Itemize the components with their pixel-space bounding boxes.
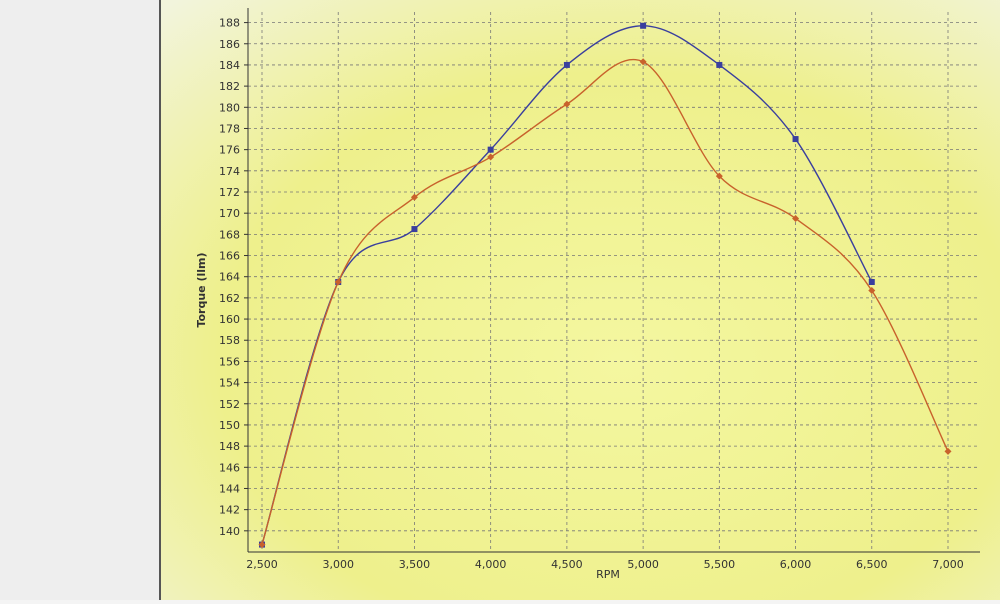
point	[410, 193, 418, 201]
x-tick-label: 2,500	[246, 558, 278, 571]
y-tick-label: 188	[219, 17, 240, 30]
y-tick-label: 186	[219, 38, 240, 51]
point	[639, 58, 647, 66]
y-tick-label: 176	[219, 144, 240, 157]
point	[563, 61, 570, 68]
screen-margin	[0, 0, 160, 600]
point	[640, 22, 647, 29]
y-tick-label: 154	[219, 377, 240, 390]
point	[868, 279, 875, 285]
y-tick-label: 166	[219, 250, 240, 263]
point	[715, 172, 723, 180]
point	[868, 286, 876, 294]
point	[258, 541, 266, 549]
y-tick-label: 144	[219, 482, 240, 495]
y-tick-label: 142	[219, 504, 240, 517]
x-tick-label: 7,000	[932, 558, 964, 571]
y-tick-label: 178	[219, 122, 240, 135]
y-axis-label: Torque (llm)	[195, 252, 208, 327]
y-tick-label: 156	[219, 355, 240, 368]
x-tick-label: 4,500	[551, 558, 583, 571]
point	[944, 447, 952, 455]
y-tick-label: 164	[219, 271, 240, 284]
y-tick-label: 148	[219, 440, 240, 453]
y-tick-label: 158	[219, 334, 240, 347]
x-tick-label: 3,000	[322, 558, 354, 571]
y-tick-label: 184	[219, 59, 240, 72]
x-tick-label: 5,000	[627, 558, 659, 571]
point	[334, 278, 342, 286]
y-tick-label: 180	[219, 101, 240, 114]
x-tick-label: 5,500	[704, 558, 736, 571]
chart-panel	[160, 0, 1000, 600]
y-tick-label: 168	[219, 228, 240, 241]
point	[487, 153, 495, 161]
x-tick-label: 6,000	[780, 558, 812, 571]
y-tick-label: 170	[219, 207, 240, 220]
point	[792, 214, 800, 222]
x-tick-label: 4,000	[475, 558, 507, 571]
point	[487, 146, 494, 153]
y-tick-label: 182	[219, 80, 240, 93]
x-tick-label: 3,500	[399, 558, 431, 571]
series-line	[261, 58, 949, 545]
y-tick-label: 172	[219, 186, 240, 199]
point	[792, 136, 799, 143]
y-tick-label: 146	[219, 461, 240, 474]
y-tick-label: 174	[219, 165, 240, 178]
x-tick-label: 6,500	[856, 558, 888, 571]
y-tick-label: 140	[219, 525, 240, 538]
x-axis-label: RPM	[596, 568, 620, 581]
y-tick-label: 150	[219, 419, 240, 432]
point	[411, 226, 418, 233]
y-tick-label: 152	[219, 398, 240, 411]
point	[716, 61, 723, 68]
y-tick-label: 162	[219, 292, 240, 305]
y-tick-label: 160	[219, 313, 240, 326]
point	[563, 100, 571, 108]
